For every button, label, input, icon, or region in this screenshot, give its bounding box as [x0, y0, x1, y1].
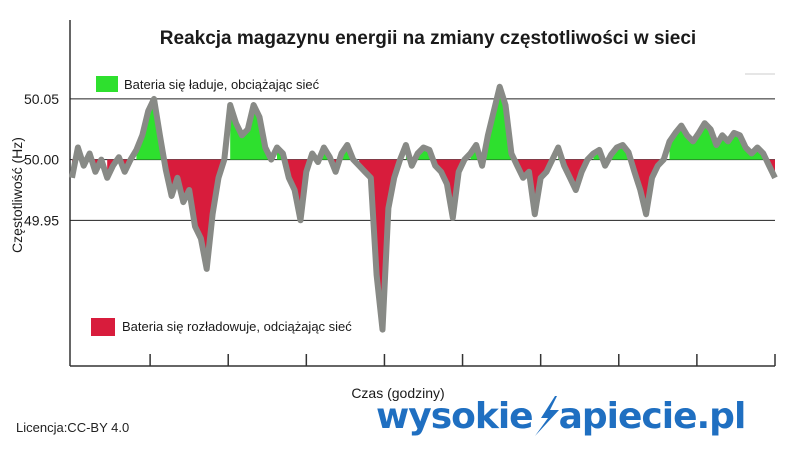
- frequency-series: [69, 83, 778, 333]
- charging-area: [136, 98, 165, 160]
- y-tick-label: 49.95: [24, 212, 59, 228]
- x-ticks: [149, 354, 776, 366]
- legend-discharging: Bateria się rozładowuje, odciążając sieć: [91, 318, 352, 336]
- discharging-area: [359, 159, 401, 330]
- y-tick-label: 50.05: [24, 91, 59, 107]
- legend-swatch-discharging: [91, 318, 115, 336]
- license-text: Licencja:CC-BY 4.0: [16, 420, 130, 435]
- y-tick-label: 50.00: [24, 152, 59, 168]
- lightning-bolt-icon: [534, 396, 559, 436]
- charging-area: [669, 123, 767, 160]
- legend-charging: Bateria się ładuje, obciążając sieć: [96, 76, 320, 92]
- y-axis-label: Częstotliwość (Hz): [9, 137, 25, 253]
- logo-text-right: apiecie.pl: [558, 396, 747, 437]
- discharging-area: [630, 159, 664, 215]
- legend-label-charging: Bateria się ładuje, obciążając sieć: [124, 77, 320, 92]
- chart-title: Reakcja magazynu energii na zmiany częst…: [160, 28, 696, 49]
- legend-swatch-charging: [96, 76, 118, 92]
- y-tick-labels: 50.05 50.00 49.95: [24, 91, 59, 228]
- frequency-line: [69, 83, 778, 333]
- plot-area: [69, 20, 775, 367]
- charging-area: [483, 86, 515, 160]
- logo-text-left: wysokie: [376, 396, 534, 437]
- legend-label-discharging: Bateria się rozładowuje, odciążając sieć: [122, 319, 352, 334]
- x-axis-label: Czas (godziny): [351, 385, 444, 401]
- charging-area: [230, 105, 272, 160]
- brand-logo[interactable]: wysokie apiecie.pl: [376, 396, 747, 437]
- discharging-area: [107, 159, 118, 178]
